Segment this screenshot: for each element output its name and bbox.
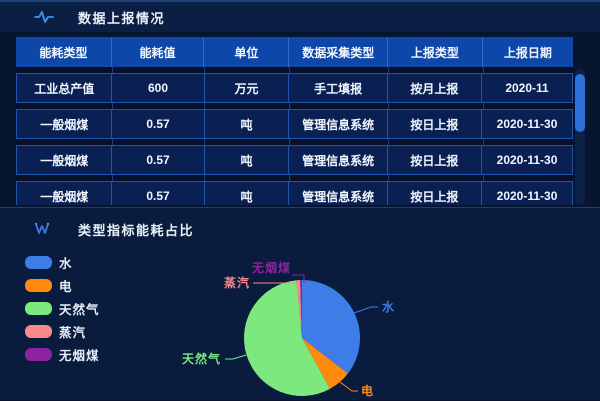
legend-item[interactable]: 电 — [25, 279, 100, 294]
pie-label-line — [339, 381, 358, 392]
table-cell: 2020-11-30 — [496, 189, 558, 203]
table-cell: 吨 — [205, 146, 290, 174]
table-cell: 一般烟煤 — [17, 110, 113, 138]
legend-label: 水 — [59, 257, 73, 271]
legend-swatch — [25, 348, 52, 361]
table-row[interactable]: 工业总产值 600 万元 手工填报 按月上报 2020-11 — [16, 73, 573, 103]
pie-slice-3[interactable] — [296, 280, 302, 338]
ratio-section: 类型指标能耗占比 水 电 天然气 蒸汽 无烟煤 — [0, 207, 600, 400]
pie-label: 蒸汽 — [224, 275, 250, 290]
report-section: 数据上报情况 能耗类型 能耗值 单位 数据采集类型 上报类型 上报日期 工业总产… — [0, 0, 600, 207]
table-header-cell: 能耗类型 — [16, 37, 112, 67]
table-header-cell: 上报日期 — [503, 45, 552, 60]
table-cell: 管理信息系统 — [289, 182, 388, 205]
table-cell: 2020-11-30 — [496, 117, 558, 131]
table-cell: 吨 — [205, 110, 290, 138]
legend-label: 电 — [59, 280, 73, 294]
report-titlebar: 数据上报情况 — [0, 2, 600, 32]
pie-label: 水 — [382, 299, 395, 314]
table-cell: 0.57 — [112, 110, 205, 138]
table-header-row: 能耗类型 能耗值 单位 数据采集类型 上报类型 上报日期 — [16, 37, 573, 67]
table-cell: 2020-11-30 — [496, 153, 558, 167]
table-cell: 按日上报 — [388, 182, 483, 205]
pie-label: 天然气 — [182, 351, 221, 366]
table-header-cell: 数据采集类型 — [289, 37, 389, 67]
pie-slice-4[interactable] — [300, 280, 302, 338]
legend-label: 蒸汽 — [59, 326, 87, 340]
table-cell: 按月上报 — [388, 74, 483, 102]
legend-swatch — [25, 279, 52, 292]
wave-icon — [34, 222, 50, 234]
legend-label: 无烟煤 — [59, 349, 100, 363]
legend-item[interactable]: 天然气 — [25, 302, 100, 317]
legend-swatch — [25, 302, 52, 315]
table-row[interactable]: 一般烟煤 0.57 吨 管理信息系统 按日上报 2020-11-30 — [16, 145, 573, 175]
table-header-cell: 上报类型 — [388, 37, 483, 67]
table-header-cell: 能耗值 — [112, 37, 205, 67]
table-cell: 吨 — [205, 182, 290, 205]
legend-item[interactable]: 水 — [25, 256, 100, 271]
table-cell: 600 — [112, 74, 205, 102]
legend-swatch — [25, 325, 52, 338]
table-row[interactable]: 一般烟煤 0.57 吨 管理信息系统 按日上报 2020-11-30 — [16, 181, 573, 205]
report-table: 能耗类型 能耗值 单位 数据采集类型 上报类型 上报日期 工业总产值 600 万… — [16, 37, 573, 205]
table-scrollbar-track[interactable] — [575, 69, 585, 205]
ratio-section-title: 类型指标能耗占比 — [78, 222, 195, 238]
pie-label: 电 — [361, 383, 374, 398]
chart-legend: 水 电 天然气 蒸汽 无烟煤 — [25, 256, 100, 371]
table-cell: 万元 — [205, 74, 290, 102]
pie-slice-2[interactable] — [244, 280, 330, 397]
table-cell: 手工填报 — [289, 74, 388, 102]
table-cell: 管理信息系统 — [289, 110, 388, 138]
report-section-title: 数据上报情况 — [78, 10, 166, 26]
table-cell: 工业总产值 — [17, 74, 113, 102]
table-cell: 管理信息系统 — [289, 146, 388, 174]
pie-label-line — [292, 274, 305, 283]
table-row[interactable]: 一般烟煤 0.57 吨 管理信息系统 按日上报 2020-11-30 — [16, 109, 573, 139]
table-header-cell: 单位 — [204, 37, 290, 67]
legend-item[interactable]: 蒸汽 — [25, 325, 100, 340]
pie-label: 无烟煤 — [251, 260, 291, 275]
pulse-icon — [34, 11, 54, 23]
pie-label-line — [253, 282, 299, 286]
table-cell: 按日上报 — [388, 146, 483, 174]
table-cell: 0.57 — [112, 182, 205, 205]
table-cell: 一般烟煤 — [17, 182, 113, 205]
pie-slice-0[interactable] — [302, 280, 361, 374]
legend-item[interactable]: 无烟煤 — [25, 348, 100, 363]
table-scrollbar-thumb[interactable] — [575, 74, 585, 132]
table-cell: 2020-11 — [505, 81, 549, 95]
legend-label: 天然气 — [59, 303, 100, 317]
pie-label-line — [353, 306, 378, 314]
table-cell: 0.57 — [112, 146, 205, 174]
ratio-titlebar: 类型指标能耗占比 — [0, 214, 600, 244]
table-cell: 按日上报 — [388, 110, 483, 138]
legend-swatch — [25, 256, 52, 269]
pie-label-line — [225, 354, 247, 360]
pie-slice-1[interactable] — [302, 338, 348, 389]
table-cell: 一般烟煤 — [17, 146, 113, 174]
